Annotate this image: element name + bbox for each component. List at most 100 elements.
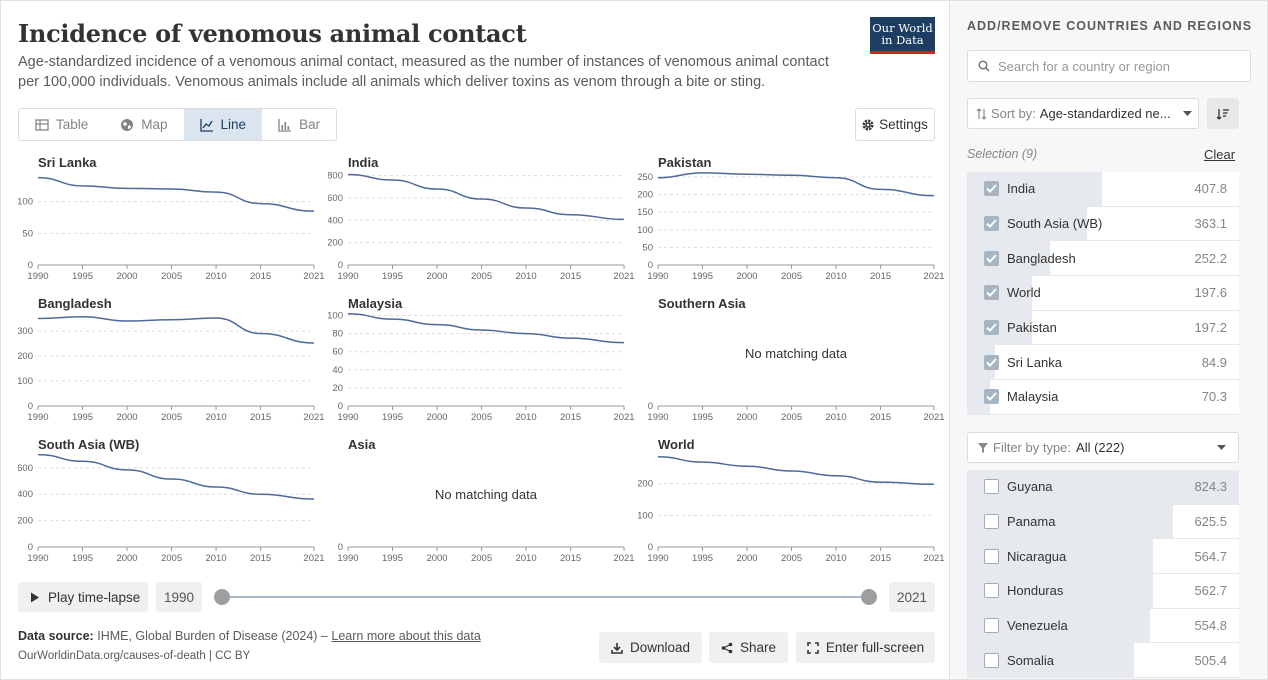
y-tick-label: 0 bbox=[648, 542, 653, 553]
search-input[interactable]: Search for a country or region bbox=[967, 50, 1251, 82]
small-multiple-plot: 0 20 40 60 80 100 1990 1995 2000 2005 2010 2015 2021 bbox=[328, 311, 635, 423]
share-icon bbox=[721, 642, 733, 653]
x-tick-label: 1995 bbox=[72, 271, 93, 282]
play-icon bbox=[31, 592, 39, 602]
share-button[interactable]: Share bbox=[709, 632, 788, 663]
search-icon bbox=[978, 60, 990, 72]
checkbox[interactable] bbox=[984, 181, 999, 197]
y-tick-label: 0 bbox=[28, 542, 33, 553]
x-tick-label: 1995 bbox=[382, 271, 403, 282]
start-year-box[interactable]: 1990 bbox=[156, 582, 202, 612]
series-line[interactable] bbox=[37, 453, 315, 500]
entity-value: 824.3 bbox=[1194, 479, 1227, 495]
checkbox[interactable] bbox=[984, 548, 999, 564]
tab-line[interactable]: Line bbox=[183, 109, 263, 140]
selected-entity-row[interactable]: South Asia (WB) 363.1 bbox=[967, 206, 1239, 242]
checkmark-icon bbox=[986, 254, 997, 263]
x-tick-label: 2005 bbox=[781, 412, 802, 423]
checkbox[interactable] bbox=[984, 250, 999, 266]
selected-entity-row[interactable]: Malaysia 70.3 bbox=[967, 380, 1239, 415]
series-line[interactable] bbox=[657, 172, 935, 197]
timeline-end-handle[interactable] bbox=[861, 589, 877, 605]
filter-type-dropdown[interactable]: Filter by type: All (222) bbox=[967, 432, 1239, 463]
clear-selection-link[interactable]: Clear bbox=[1204, 147, 1236, 162]
y-tick-label: 150 bbox=[638, 207, 653, 218]
line-chart-icon bbox=[199, 118, 213, 132]
table-icon bbox=[35, 118, 49, 131]
fullscreen-button[interactable]: Enter full-screen bbox=[796, 632, 935, 663]
tab-map[interactable]: Map bbox=[104, 109, 183, 140]
owid-logo[interactable]: Our World in Data bbox=[870, 17, 935, 54]
entity-row[interactable]: Guyana 824.3 bbox=[967, 470, 1239, 505]
checkbox[interactable] bbox=[984, 389, 999, 405]
x-tick-label: 2021 bbox=[613, 553, 634, 564]
x-tick-label: 2005 bbox=[471, 271, 492, 282]
entity-selector-sidebar: ADD/REMOVE COUNTRIES AND REGIONS Search … bbox=[950, 0, 1268, 680]
selected-entity-row[interactable]: World 197.6 bbox=[967, 276, 1239, 311]
small-multiple-plot: 0 100 200 300 1990 1995 2000 2005 2010 2015 2021 bbox=[18, 315, 325, 423]
selected-entity-row[interactable]: India 407.8 bbox=[967, 172, 1239, 207]
entity-row[interactable]: Nicaragua 564.7 bbox=[967, 539, 1239, 575]
y-tick-label: 400 bbox=[18, 489, 33, 500]
timeline-start-handle[interactable] bbox=[214, 589, 230, 605]
y-tick-label: 100 bbox=[18, 197, 33, 208]
small-multiple-plot: 0 200 400 600 1990 1995 2000 2005 2010 2015 2021 bbox=[18, 453, 325, 564]
y-tick-label: 200 bbox=[638, 479, 653, 490]
download-button[interactable]: Download bbox=[599, 632, 702, 663]
checkbox[interactable] bbox=[984, 216, 999, 232]
y-tick-label: 400 bbox=[328, 215, 343, 226]
entity-row[interactable]: Honduras 562.7 bbox=[967, 574, 1239, 609]
small-multiple-plot: 0 50 100 150 200 250 1990 1995 2000 2005 2010 2015 2… bbox=[638, 172, 945, 282]
chart-title: South Asia (WB) bbox=[38, 437, 140, 452]
entity-name: Sri Lanka bbox=[1007, 354, 1062, 370]
selected-entity-row[interactable]: Sri Lanka 84.9 bbox=[967, 345, 1239, 381]
y-tick-label: 800 bbox=[328, 171, 343, 182]
settings-button[interactable]: Settings bbox=[855, 108, 935, 141]
x-tick-label: 2015 bbox=[250, 553, 271, 564]
source-label: Data source: bbox=[18, 629, 94, 643]
checkbox[interactable] bbox=[984, 320, 999, 336]
checkbox[interactable] bbox=[984, 618, 999, 634]
x-tick-label: 2015 bbox=[870, 412, 891, 423]
source-text: IHME, Global Burden of Disease (2024) – bbox=[97, 629, 328, 643]
checkbox[interactable] bbox=[984, 514, 999, 530]
sort-order-button[interactable] bbox=[1207, 98, 1239, 129]
x-tick-label: 2005 bbox=[471, 553, 492, 564]
checkmark-icon bbox=[986, 288, 997, 298]
tab-bar[interactable]: Bar bbox=[262, 109, 336, 140]
end-year-box[interactable]: 2021 bbox=[889, 582, 935, 612]
learn-more-link[interactable]: Learn more about this data bbox=[331, 629, 481, 643]
tab-table[interactable]: Table bbox=[19, 109, 104, 140]
bar-chart-icon bbox=[278, 118, 292, 132]
checkbox[interactable] bbox=[984, 285, 999, 301]
value-bar bbox=[967, 310, 1032, 345]
checkbox[interactable] bbox=[984, 479, 999, 495]
selected-entity-row[interactable]: Bangladesh 252.2 bbox=[967, 241, 1239, 277]
series-line[interactable] bbox=[347, 173, 625, 221]
y-tick-label: 100 bbox=[638, 225, 653, 236]
entity-row[interactable]: Somalia 505.4 bbox=[967, 643, 1239, 679]
entity-row[interactable]: Venezuela 554.8 bbox=[967, 608, 1239, 644]
series-line[interactable] bbox=[657, 456, 935, 486]
entity-row[interactable]: Panama 625.5 bbox=[967, 504, 1239, 540]
chart-title: Malaysia bbox=[348, 296, 403, 311]
x-tick-label: 2000 bbox=[116, 553, 137, 564]
tab-map-label: Map bbox=[141, 117, 168, 132]
play-timelapse-button[interactable]: Play time-lapse bbox=[18, 582, 148, 612]
series-line[interactable] bbox=[37, 315, 315, 344]
timeline-track[interactable] bbox=[222, 596, 869, 598]
series-line[interactable] bbox=[347, 312, 625, 344]
checkbox[interactable] bbox=[984, 583, 999, 599]
checkbox[interactable] bbox=[984, 652, 999, 668]
x-tick-label: 2021 bbox=[613, 271, 634, 282]
x-tick-label: 1990 bbox=[647, 412, 668, 423]
value-bar bbox=[967, 504, 1174, 539]
checkbox[interactable] bbox=[984, 354, 999, 370]
entity-name: Somalia bbox=[1007, 652, 1054, 668]
sort-dropdown[interactable]: Sort by: Age-standardized ne... bbox=[967, 98, 1199, 129]
selected-entity-row[interactable]: Pakistan 197.2 bbox=[967, 310, 1239, 346]
x-tick-label: 2015 bbox=[560, 412, 581, 423]
entity-name: World bbox=[1007, 285, 1041, 301]
series-line[interactable] bbox=[37, 176, 315, 212]
